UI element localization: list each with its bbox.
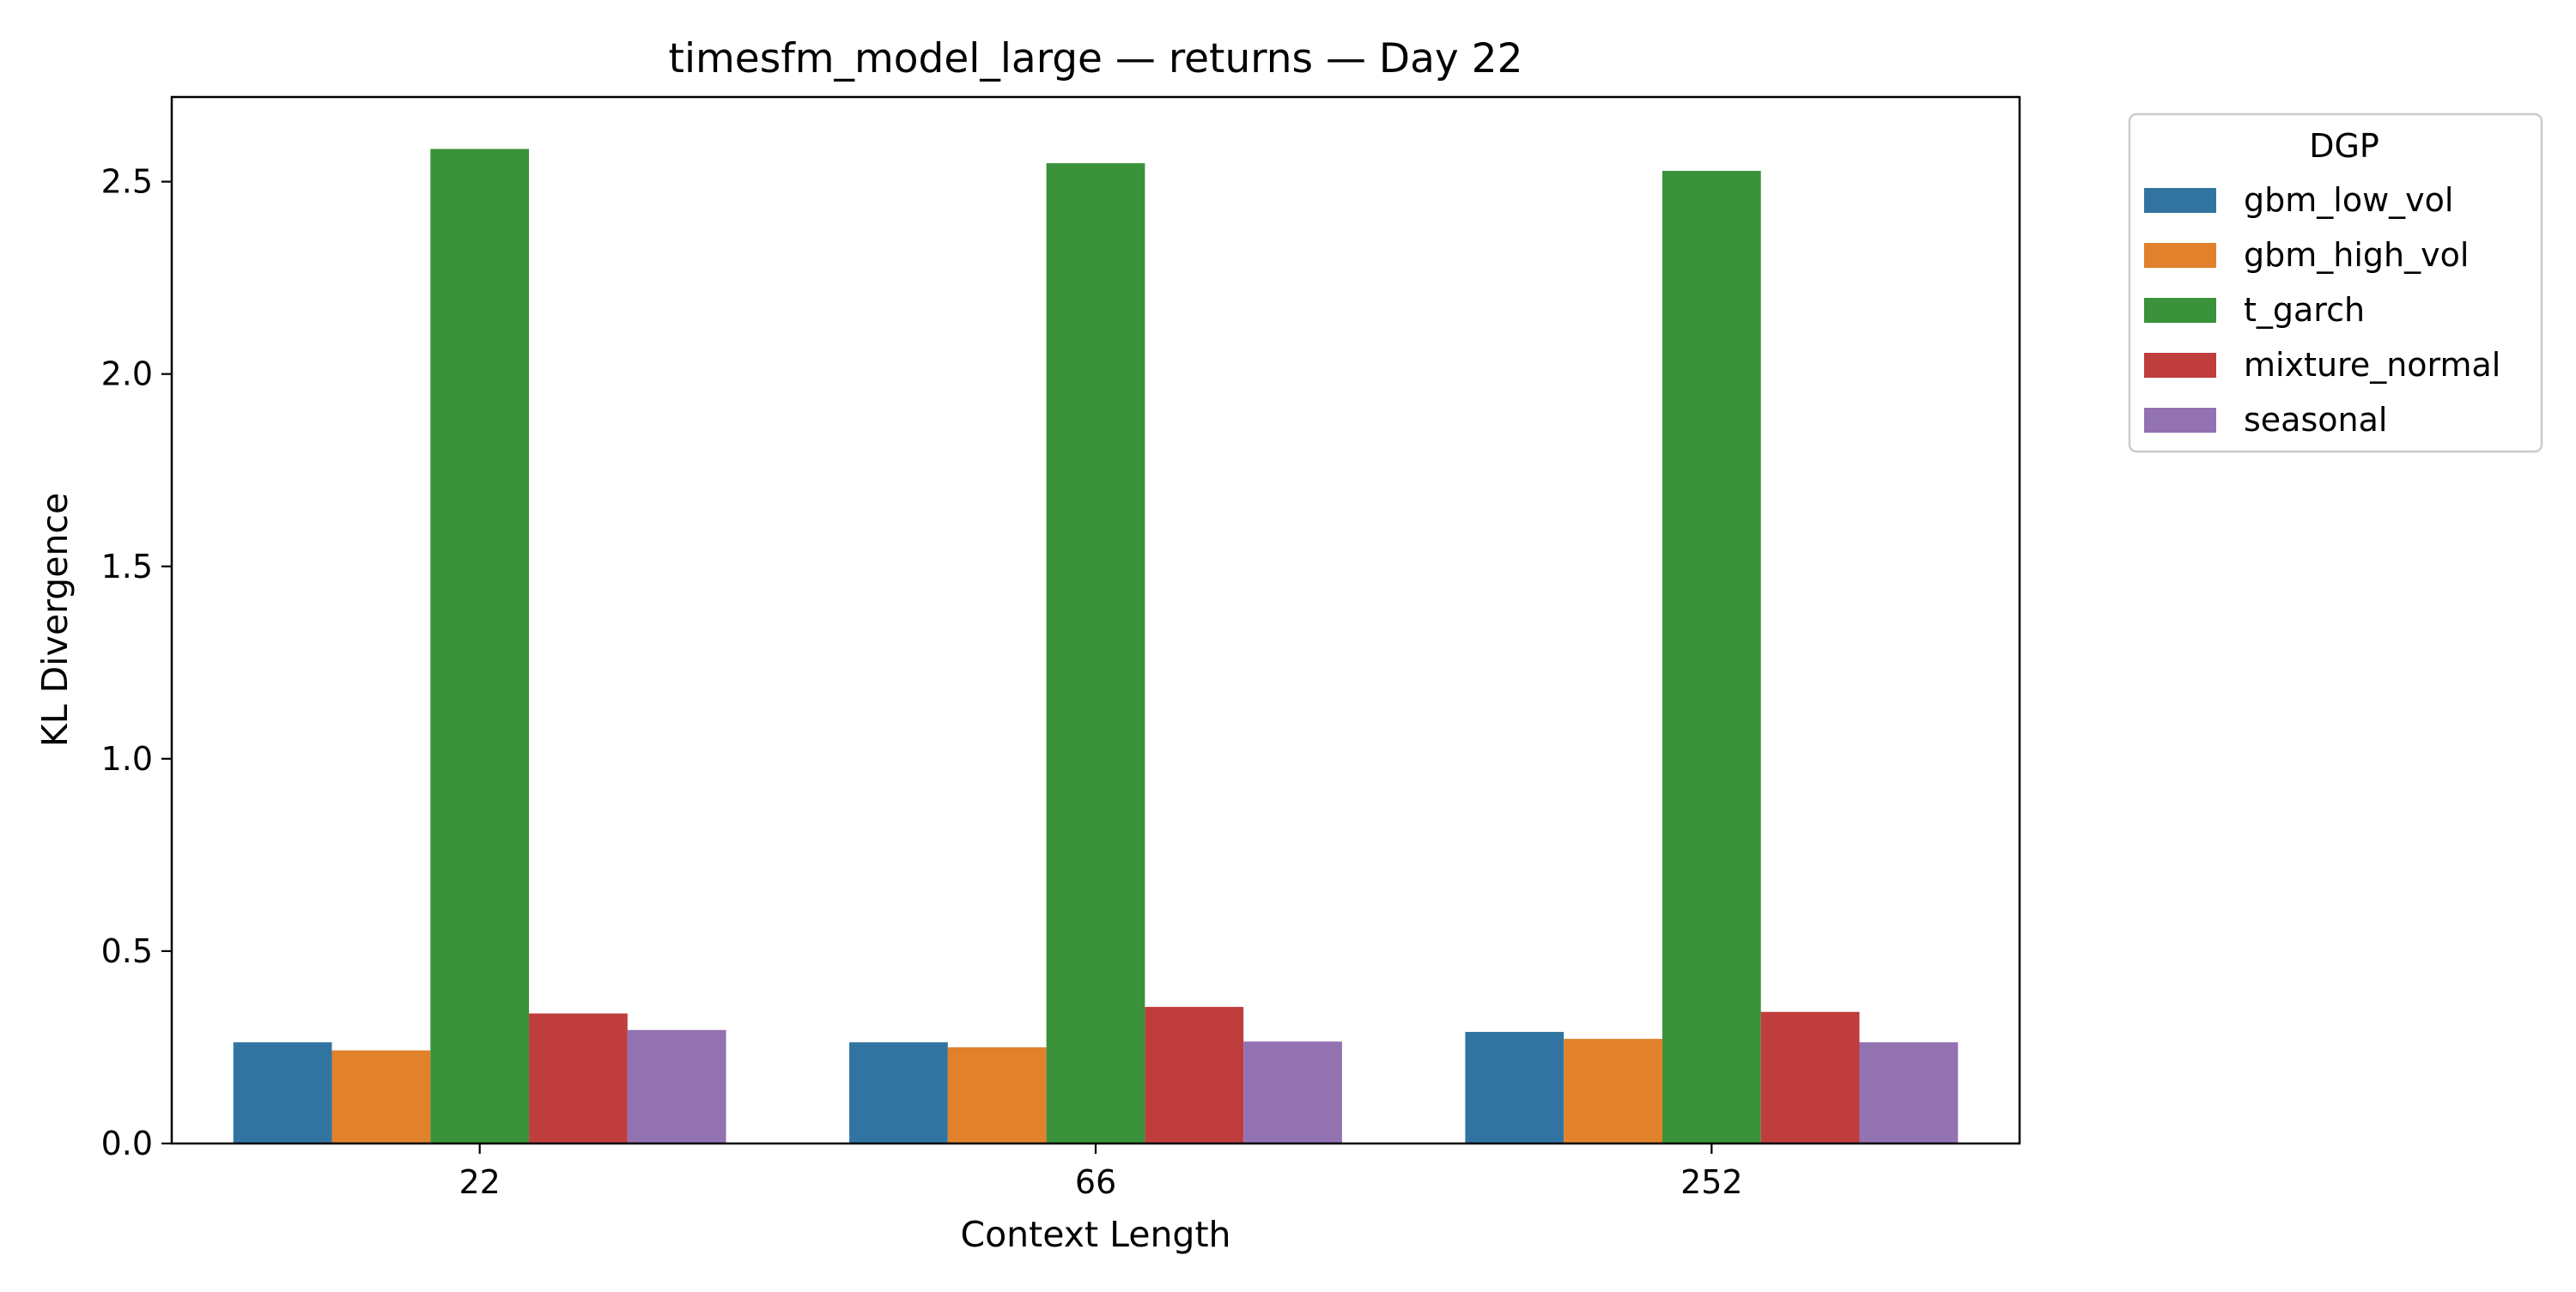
bar-gbm_high_vol-22 [331, 1050, 431, 1143]
legend-swatch-mixture_normal [2144, 353, 2216, 378]
legend-title: DGP [2309, 127, 2379, 165]
bar-gbm_high_vol-66 [947, 1046, 1047, 1143]
bar-t_garch-66 [1046, 163, 1145, 1143]
y-tick-label: 1.5 [101, 548, 153, 585]
legend-label-gbm_high_vol: gbm_high_vol [2244, 236, 2469, 274]
legend-label-seasonal: seasonal [2244, 401, 2387, 439]
bar-gbm_low_vol-252 [1465, 1032, 1564, 1143]
plot-frame [170, 95, 2021, 1145]
y-tick-label: 0.0 [101, 1125, 153, 1162]
bar-mixture_normal-252 [1760, 1011, 1860, 1143]
bar-gbm_high_vol-252 [1564, 1039, 1662, 1143]
legend: DGP gbm_low_vol gbm_high_vol t_garchmixture… [2128, 112, 2543, 453]
legend-label-t_garch: t_garch [2244, 291, 2365, 329]
bar-t_garch-252 [1662, 171, 1761, 1143]
bar-seasonal-252 [1859, 1042, 1959, 1143]
legend-label-mixture_normal: mixture_normal [2244, 346, 2500, 384]
y-tick-label: 1.0 [101, 740, 153, 778]
y-tick-label: 2.5 [101, 163, 153, 201]
bar-gbm_low_vol-66 [849, 1042, 948, 1143]
bar-t_garch-22 [430, 149, 530, 1143]
legend-swatch-seasonal [2144, 408, 2216, 433]
bar-gbm_low_vol-22 [233, 1042, 332, 1143]
legend-box [2128, 112, 2543, 453]
legend-label-gbm_low_vol: gbm_low_vol [2244, 181, 2453, 219]
x-tick-label: 66 [1075, 1163, 1116, 1201]
x-axis-label: Context Length [960, 1214, 1230, 1255]
legend-swatch-gbm_low_vol [2144, 188, 2216, 213]
y-axis-ticks: 0.0 0.5 1.0 1.5 2.0 2.5 [101, 163, 172, 1162]
bar-seasonal-22 [627, 1029, 726, 1143]
legend-swatch-gbm_high_vol [2144, 243, 2216, 268]
y-tick-label: 2.0 [101, 355, 153, 393]
x-tick-label: 22 [459, 1163, 500, 1201]
bars [233, 149, 1959, 1143]
bar-mixture_normal-22 [529, 1013, 628, 1143]
bar-mixture_normal-66 [1145, 1006, 1244, 1143]
y-tick-label: 0.5 [101, 932, 153, 970]
chart-title: timesfm_model_large — returns — Day 22 [669, 35, 1523, 82]
legend-swatch-t_garch [2144, 298, 2216, 323]
bar-seasonal-66 [1243, 1041, 1342, 1143]
x-tick-label: 252 [1680, 1163, 1743, 1201]
x-axis-ticks: 22 66 252 [459, 1143, 1743, 1201]
y-axis-label: KL Divergence [34, 493, 76, 747]
